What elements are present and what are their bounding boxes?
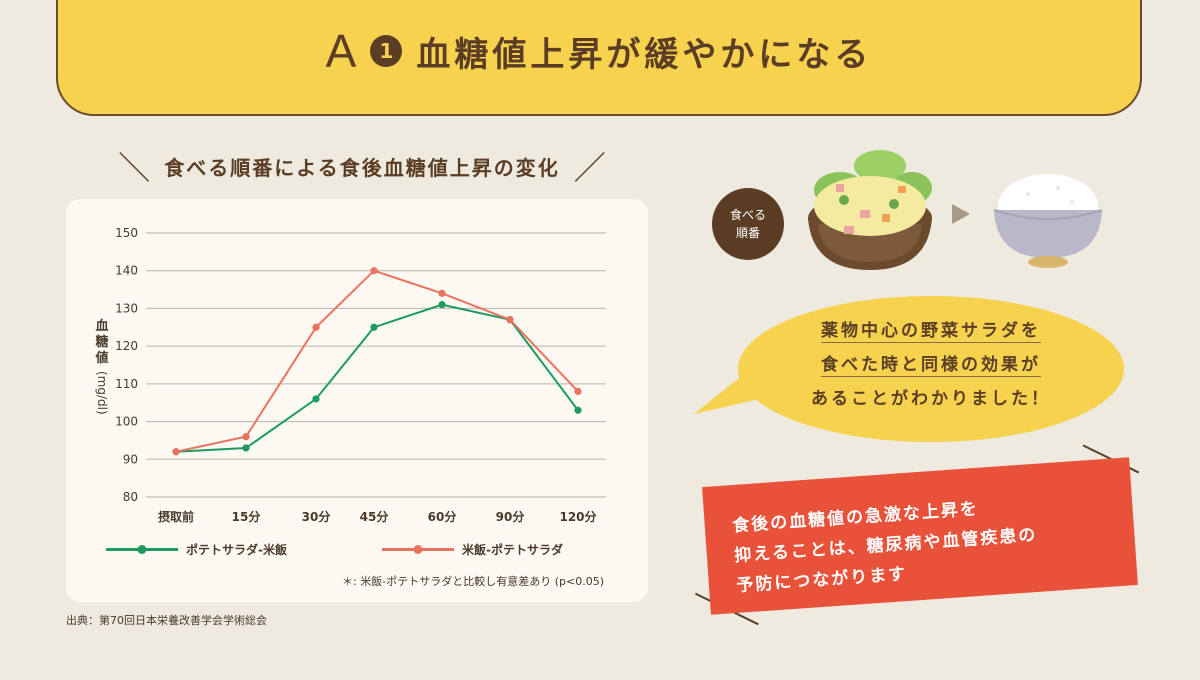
line-chart: 80 90 100 110 120 130 140 150 摂取前 15分 30分 45分 60分 90分…: [115, 226, 606, 524]
x-tick-label: 90分: [496, 509, 525, 524]
chart-heading: ＼ 食べる順番による食後血糖値上昇の変化 ／: [92, 146, 632, 187]
legend-line-icon: [382, 548, 454, 551]
y-tick-label: 80: [123, 490, 138, 504]
potato-salad-bowl-icon: [808, 150, 932, 270]
banner-letter: A: [325, 25, 357, 77]
banner-number-badge: 1: [370, 35, 403, 67]
x-tick-label: 120分: [559, 509, 596, 524]
data-point: [312, 395, 320, 403]
y-tick-label: 100: [115, 415, 138, 429]
y-axis-label: 血糖値 (mg/dl): [90, 319, 114, 415]
data-point: [370, 267, 378, 275]
legend-label: 米飯-ポテトサラダ: [462, 543, 563, 557]
arrow-right-icon: [952, 204, 970, 224]
y-tick-label: 140: [115, 264, 138, 278]
title-banner: A 1 血糖値上昇が緩やかになる: [56, 0, 1142, 116]
legend-line-icon: [106, 548, 178, 551]
speech-bubble-text: 薬物中心の野菜サラダを 食べた時と同様の効果が あることがわかりました！: [768, 314, 1094, 416]
data-point: [242, 444, 250, 452]
banner-title: 血糖値上昇が緩やかになる: [416, 34, 873, 75]
badge-line: 食べる: [729, 208, 766, 222]
speech-bubble: [738, 296, 1124, 442]
data-point: [312, 323, 320, 331]
y-tick-label: 120: [115, 339, 138, 353]
source-citation: 出典：第70回日本栄養改善学会学術総会: [66, 614, 267, 627]
x-tick-label: 15分: [232, 509, 261, 524]
eating-order-badge: 食べる 順番: [712, 188, 784, 260]
slash-right-icon: ／: [573, 149, 606, 187]
y-tick-label: 110: [115, 377, 138, 391]
y-tick-label: 150: [115, 226, 138, 240]
legend-item-series-1: ポテトサラダ-米飯: [106, 541, 287, 558]
data-point: [574, 387, 582, 395]
y-tick-label: 90: [123, 452, 138, 466]
y-axis-unit: (mg/dl): [95, 371, 109, 415]
data-point: [370, 323, 378, 331]
data-point: [438, 289, 446, 297]
badge-line: 順番: [735, 226, 760, 240]
series-line: [175, 269, 579, 453]
rice-bowl-icon: [993, 174, 1103, 268]
data-point: [574, 406, 582, 414]
legend-label: ポテトサラダ-米飯: [186, 543, 287, 557]
x-tick-label: 摂取前: [158, 509, 194, 524]
data-point: [506, 316, 514, 324]
data-point: [438, 301, 446, 309]
legend-item-series-2: 米飯-ポテトサラダ: [382, 541, 563, 558]
x-tick-label: 30分: [302, 509, 331, 524]
y-tick-label: 130: [115, 301, 138, 315]
bubble-line: 薬物中心の野菜サラダを: [821, 321, 1041, 341]
chart-title: 食べる順番による食後血糖値上昇の変化: [164, 155, 560, 180]
x-tick-label: 45分: [360, 509, 389, 524]
data-point: [242, 433, 250, 441]
slash-left-icon: ＼: [118, 149, 151, 187]
x-tick-label: 60分: [428, 509, 457, 524]
bubble-line: 食べた時と同様の効果が: [821, 355, 1041, 375]
data-point: [172, 448, 180, 456]
bubble-line: あることがわかりました！: [811, 389, 1051, 409]
significance-note: ＊: 米飯-ポテトサラダと比較し有意差あり (p<0.05): [342, 575, 604, 588]
chart-card: 80 90 100 110 120 130 140 150 摂取前 15分 30分 45分 60分 90分…: [66, 199, 648, 602]
y-axis-title: 血糖値: [95, 319, 109, 366]
